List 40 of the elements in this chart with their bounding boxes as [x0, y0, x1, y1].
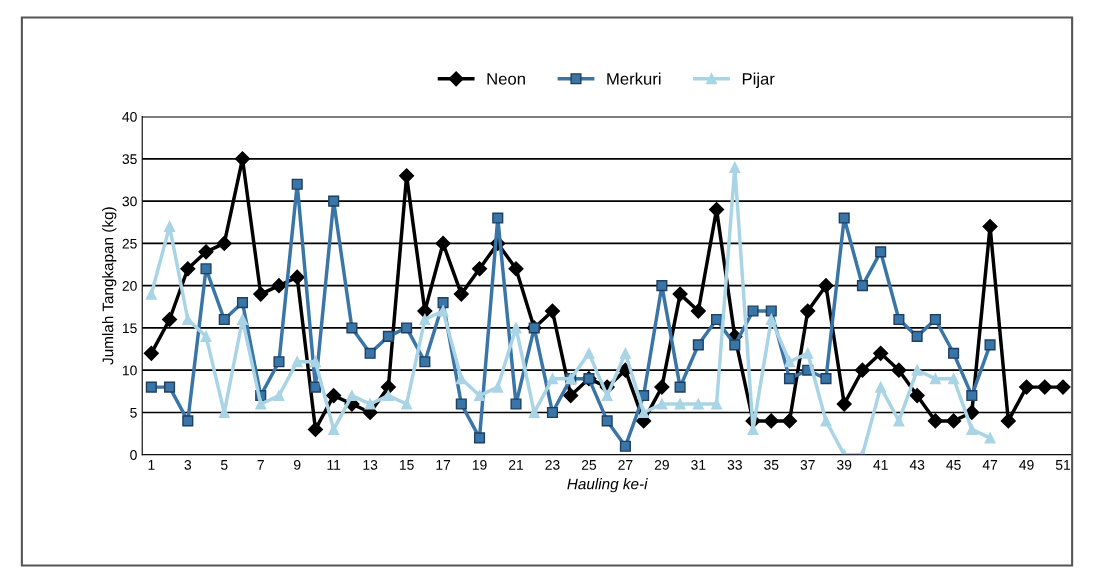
x-tick-label: 3 — [184, 459, 192, 470]
x-tick-label: 25 — [581, 459, 597, 470]
x-tick-label: 49 — [1019, 459, 1034, 470]
y-tick-label: 10 — [122, 365, 137, 376]
y-tick-label: 35 — [122, 154, 137, 165]
x-tick-label: 47 — [982, 460, 998, 470]
y-tick-label: 20 — [122, 281, 137, 291]
x-tick-label: 39 — [837, 459, 852, 470]
x-tick-label: 13 — [363, 459, 378, 470]
x-tick-label: 27 — [618, 459, 633, 470]
x-tick-label: 19 — [472, 459, 487, 470]
x-tick-label: 35 — [764, 459, 779, 470]
x-tick-label: 21 — [508, 459, 524, 470]
y-tick-label: 15 — [122, 323, 137, 334]
x-tick-label: 23 — [545, 459, 560, 470]
y-tick-label: 30 — [122, 196, 137, 207]
y-axis-title: Jumlah Tangkapan (kg) — [102, 207, 117, 365]
y-tick-label: 0 — [130, 450, 137, 460]
x-tick-label: 37 — [800, 459, 815, 470]
y-tick-label: 5 — [130, 407, 137, 418]
y-tick-label: 25 — [122, 238, 137, 249]
legend-label: Pijar — [742, 72, 775, 89]
legend-label: Neon — [487, 73, 525, 85]
x-tick-label: 43 — [909, 459, 925, 470]
x-tick-label: 15 — [399, 460, 414, 470]
x-tick-label: 11 — [327, 460, 341, 470]
legend-label: Merkuri — [607, 72, 661, 85]
x-tick-label: 33 — [727, 459, 742, 470]
x-tick-label: 1 — [148, 460, 155, 470]
x-tick-label: 41 — [873, 460, 888, 470]
x-tick-label: 9 — [293, 459, 301, 470]
x-tick-label: 5 — [220, 460, 228, 470]
x-tick-label: 51 — [1055, 460, 1071, 470]
x-tick-label: 7 — [257, 460, 264, 470]
x-tick-label: 17 — [436, 460, 451, 470]
x-tick-label: 31 — [691, 459, 706, 470]
y-tick-label: 40 — [122, 111, 137, 122]
x-axis-title: Hauling ke-i — [567, 478, 648, 493]
x-tick-label: 45 — [946, 460, 961, 470]
x-tick-label: 29 — [654, 459, 669, 470]
